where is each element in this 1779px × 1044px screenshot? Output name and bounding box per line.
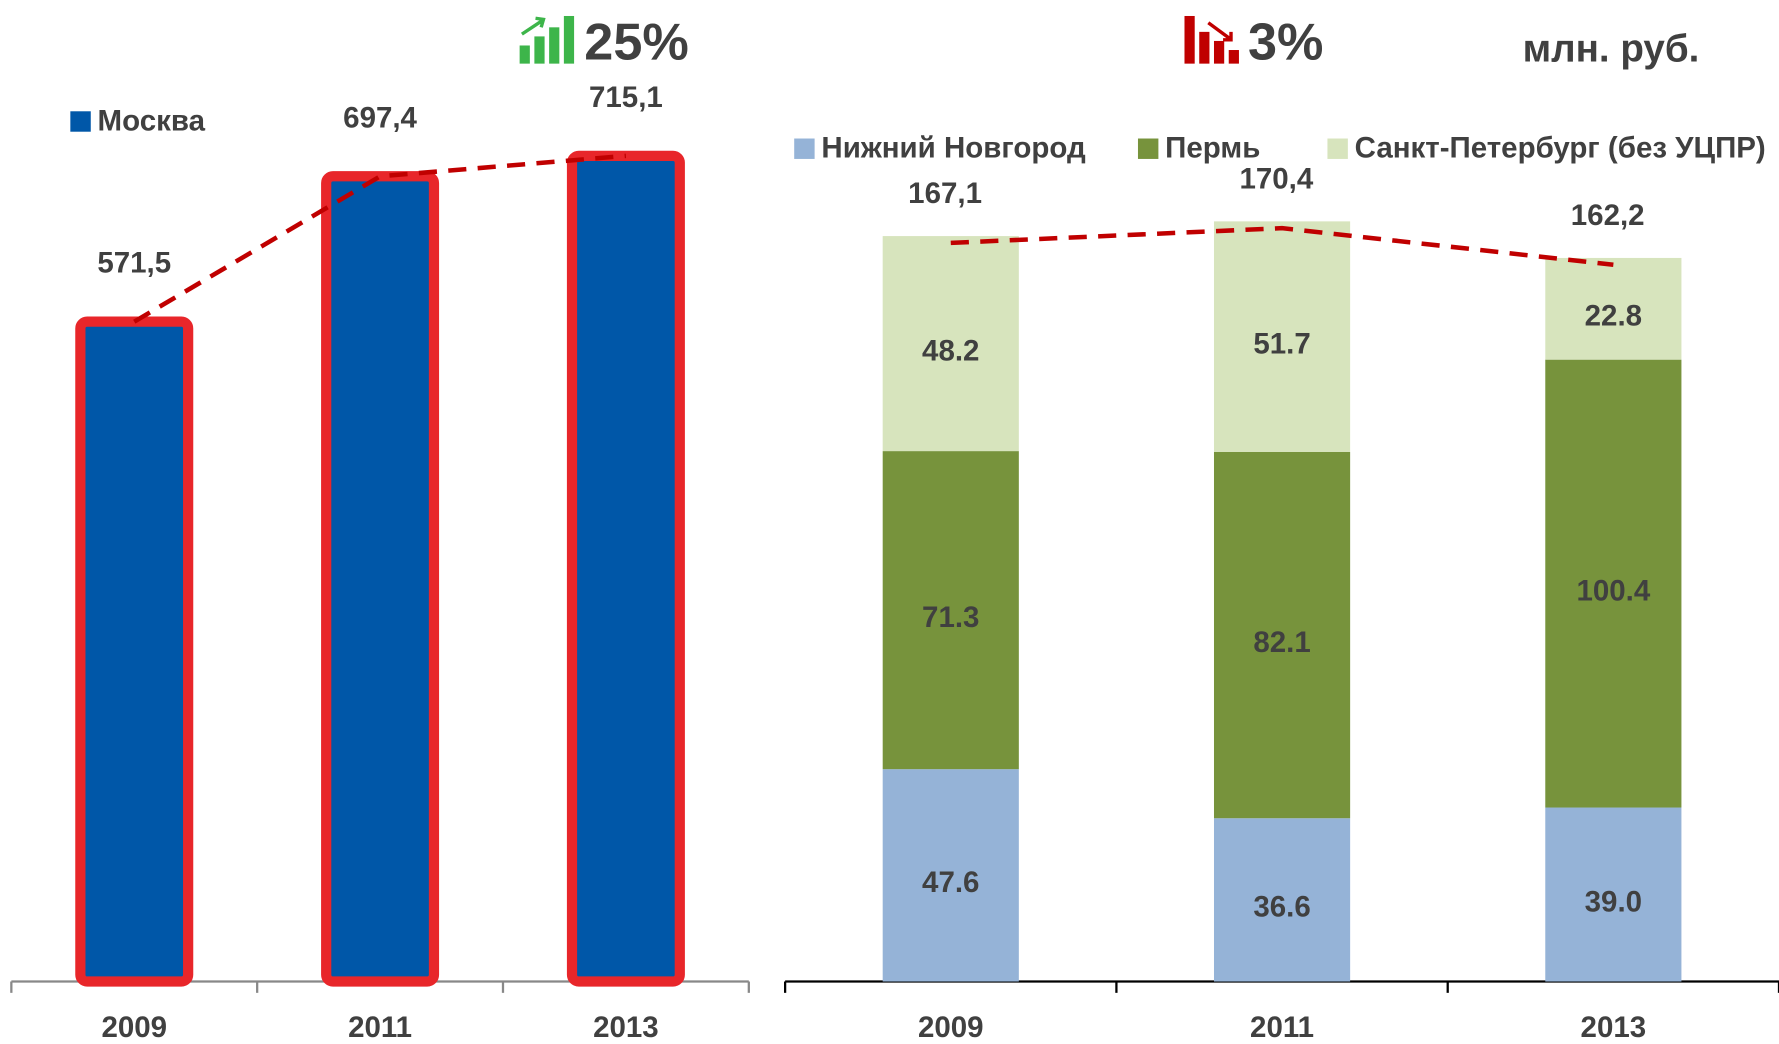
bar-segment <box>882 236 1019 452</box>
segment-label: 39.0 <box>1585 885 1642 918</box>
segment-label: 82.1 <box>1253 626 1310 659</box>
bar <box>75 316 194 987</box>
segment-label: 36.6 <box>1253 891 1310 924</box>
annotation: 3% <box>1248 13 1323 71</box>
legend-label: Санкт-Петербург (без УЦПР) <box>1355 132 1766 165</box>
value-label: 697,4 <box>343 101 417 134</box>
segment-label: 22.8 <box>1585 300 1642 333</box>
legend-swatch <box>794 138 815 159</box>
down-icon <box>1184 15 1239 64</box>
bar-segment <box>1545 257 1682 360</box>
x-tick-label: 2011 <box>1250 1011 1314 1044</box>
annotation: 25% <box>584 13 688 71</box>
legend-swatch <box>1327 138 1348 159</box>
segment-label: 51.7 <box>1253 328 1310 361</box>
legend-label: Москва <box>98 104 206 137</box>
legend-label: Пермь <box>1165 132 1260 165</box>
bar <box>321 171 440 987</box>
total-label: 167,1 <box>908 177 982 210</box>
legend-label: Нижний Новгород <box>821 132 1086 165</box>
bar-segment <box>882 451 1019 770</box>
x-tick-label: 2013 <box>593 1011 659 1044</box>
bar <box>566 150 685 987</box>
x-tick-label: 2013 <box>1581 1011 1647 1044</box>
up-icon <box>519 15 575 64</box>
bar-segment <box>1545 359 1682 808</box>
x-tick-label: 2009 <box>918 1011 984 1044</box>
x-tick-label: 2011 <box>348 1011 412 1044</box>
bar-segment <box>1213 818 1351 982</box>
x-tick-label: 2009 <box>101 1011 167 1044</box>
bar-segment <box>1545 807 1682 982</box>
segment-label: 48.2 <box>922 334 979 367</box>
bar-segment <box>1213 451 1351 819</box>
segment-label: 71.3 <box>922 601 979 634</box>
legend-swatch <box>70 111 91 132</box>
total-label: 162,2 <box>1571 199 1645 232</box>
value-label: 715,1 <box>589 81 663 114</box>
bar-segment <box>1213 221 1351 452</box>
total-label: 170,4 <box>1239 162 1313 195</box>
trend-line <box>133 153 627 324</box>
segment-label: 100.4 <box>1576 574 1650 607</box>
unit-label: млн. руб. <box>1523 27 1700 70</box>
trend-line <box>950 225 1614 268</box>
bar-segment <box>882 769 1019 982</box>
segment-label: 47.6 <box>922 866 979 899</box>
legend-swatch <box>1137 138 1159 159</box>
value-label: 571,5 <box>97 247 171 280</box>
